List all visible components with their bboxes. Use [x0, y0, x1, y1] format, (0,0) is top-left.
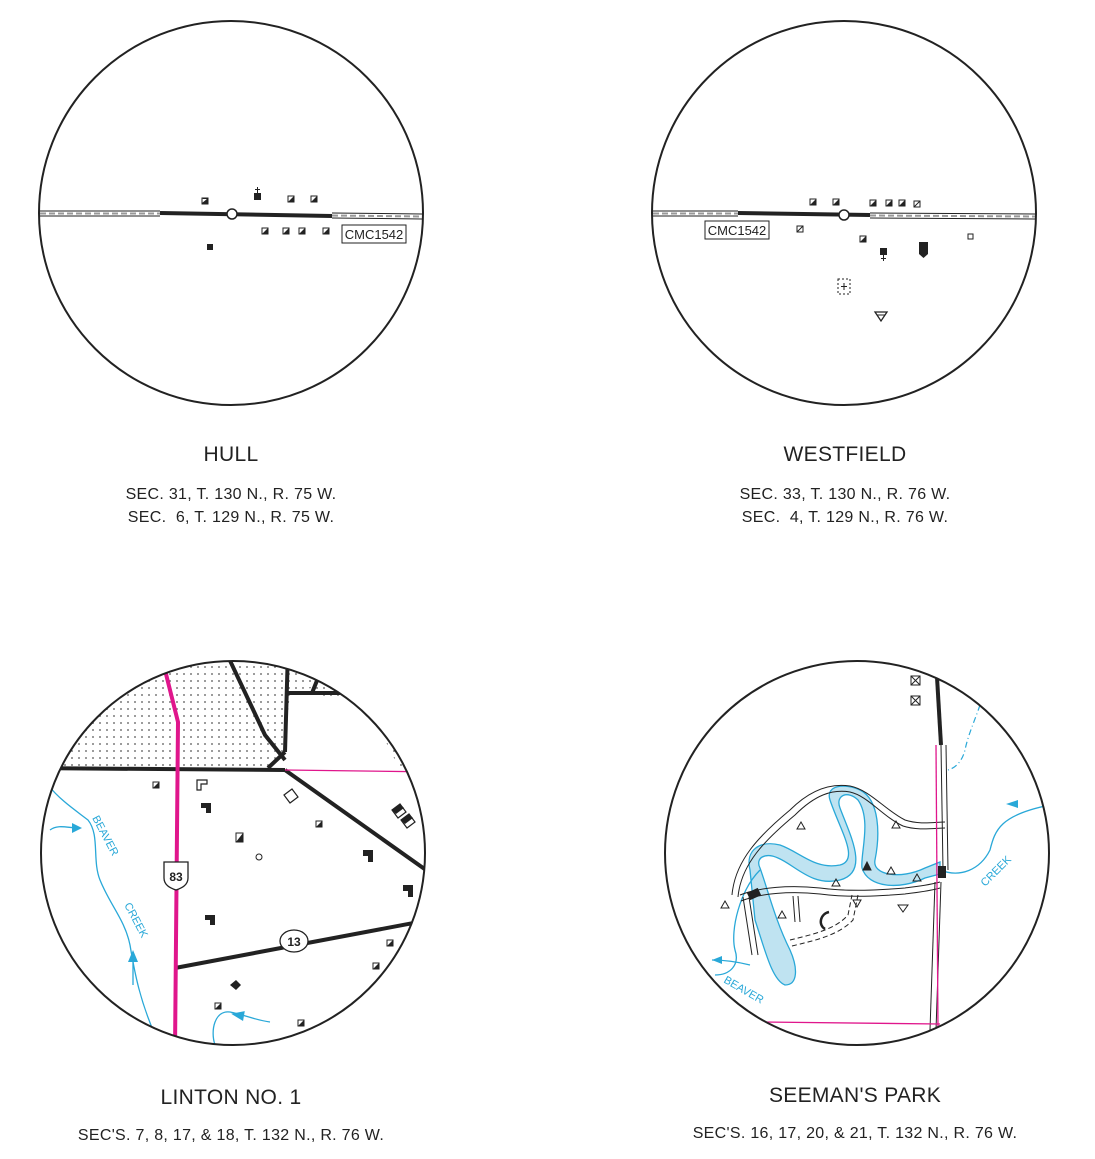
linton-map: 83 13 BEAVER CREEK: [40, 660, 426, 1046]
linton-state-shield: 13: [279, 929, 309, 953]
westfield-marker-box: [704, 220, 770, 240]
seemans-park-legal-description: SEC'S. 16, 17, 20, & 21, T. 132 N., R. 7…: [635, 1122, 1075, 1145]
westfield-railroad: [653, 210, 1036, 220]
seemans-park-title: SEEMAN'S PARK: [768, 1084, 942, 1107]
westfield-buildings: [796, 198, 974, 323]
hull-town-circle: [226, 208, 238, 220]
seemans-park-map: BEAVER CREEK: [664, 660, 1050, 1046]
westfield-town-circle: [838, 209, 850, 221]
seemans-park-boundaries: [759, 744, 941, 1031]
seemans-river: [748, 785, 941, 986]
hull-line-1: SEC. 31, T. 130 N., R. 75 W.: [125, 486, 337, 503]
westfield-title: WESTFIELD: [783, 443, 907, 466]
hull-railroad: [40, 210, 423, 220]
linton-title: LINTON NO. 1: [160, 1086, 302, 1109]
hull-road: [159, 211, 333, 218]
westfield-line-2: SEC. 4, T. 129 N., R. 76 W.: [741, 509, 949, 526]
linton-buildings: [152, 779, 416, 1027]
westfield-legal-description: SEC. 33, T. 130 N., R. 76 W. SEC. 4, T. …: [645, 483, 1045, 529]
westfield-marker-label: CMC1542: [708, 223, 767, 238]
seemans-park-roads: [731, 784, 946, 1031]
hull-legal-description: SEC. 31, T. 130 N., R. 75 W. SEC. 6, T. …: [31, 483, 431, 529]
linton-line-1: SEC'S. 7, 8, 17, & 18, T. 132 N., R. 76 …: [77, 1127, 385, 1144]
linton-creek: [47, 784, 156, 1036]
hull-marker-label: CMC1542: [345, 227, 404, 242]
hull-buildings: [201, 187, 330, 250]
seemans-park-symbols: [720, 675, 922, 931]
westfield-map: CMC1542: [651, 20, 1037, 406]
westfield-road: [737, 211, 871, 217]
hull-marker-box: [341, 224, 407, 244]
westfield-line-1: SEC. 33, T. 130 N., R. 76 W.: [739, 486, 951, 503]
linton-us-shield: 83: [163, 861, 189, 891]
hull-title: HULL: [203, 443, 259, 466]
svg-text:13: 13: [287, 935, 301, 949]
seemans-park-line-1: SEC'S. 16, 17, 20, & 21, T. 132 N., R. 7…: [692, 1125, 1018, 1142]
linton-legal-description: SEC'S. 7, 8, 17, & 18, T. 132 N., R. 76 …: [21, 1124, 441, 1147]
svg-text:83: 83: [169, 870, 183, 884]
hull-map: CMC1542: [38, 20, 424, 406]
hull-line-2: SEC. 6, T. 129 N., R. 75 W.: [127, 509, 335, 526]
